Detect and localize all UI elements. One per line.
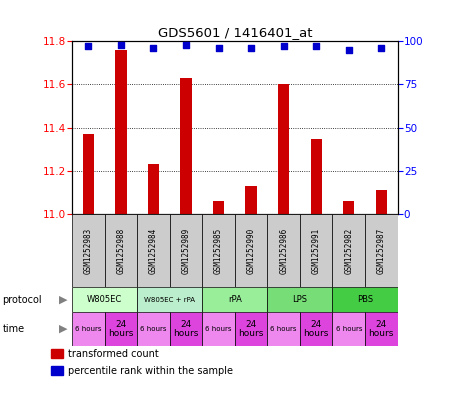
FancyBboxPatch shape	[105, 312, 137, 346]
FancyBboxPatch shape	[202, 287, 267, 312]
Bar	[376, 191, 387, 214]
Text: GSM1252983: GSM1252983	[84, 228, 93, 274]
Bar	[278, 84, 289, 214]
FancyBboxPatch shape	[300, 312, 332, 346]
Point	[85, 43, 92, 50]
Text: LPS: LPS	[292, 295, 307, 304]
Text: 24
hours: 24 hours	[239, 320, 264, 338]
Point	[247, 45, 255, 51]
FancyBboxPatch shape	[332, 214, 365, 287]
FancyBboxPatch shape	[137, 214, 170, 287]
FancyBboxPatch shape	[235, 312, 267, 346]
Text: protocol: protocol	[2, 295, 42, 305]
Text: W805EC: W805EC	[87, 295, 122, 304]
Bar	[148, 164, 159, 214]
Point	[215, 45, 222, 51]
FancyBboxPatch shape	[202, 312, 235, 346]
FancyBboxPatch shape	[267, 287, 332, 312]
Text: GSM1252984: GSM1252984	[149, 228, 158, 274]
Bar	[51, 366, 63, 375]
FancyBboxPatch shape	[72, 287, 137, 312]
FancyBboxPatch shape	[267, 214, 300, 287]
Text: GSM1252985: GSM1252985	[214, 228, 223, 274]
Bar	[115, 50, 126, 214]
FancyBboxPatch shape	[72, 214, 105, 287]
Text: GSM1252986: GSM1252986	[279, 228, 288, 274]
FancyBboxPatch shape	[137, 287, 202, 312]
Text: 6 hours: 6 hours	[271, 326, 297, 332]
Bar	[311, 139, 322, 214]
Text: percentile rank within the sample: percentile rank within the sample	[68, 365, 233, 376]
Bar	[180, 78, 192, 214]
FancyBboxPatch shape	[300, 214, 332, 287]
Text: 6 hours: 6 hours	[75, 326, 101, 332]
FancyBboxPatch shape	[105, 214, 137, 287]
FancyBboxPatch shape	[137, 312, 170, 346]
FancyBboxPatch shape	[365, 312, 398, 346]
Text: time: time	[2, 324, 25, 334]
Bar	[343, 201, 354, 214]
Bar	[83, 134, 94, 214]
FancyBboxPatch shape	[170, 214, 202, 287]
Bar	[213, 201, 224, 214]
Point	[182, 42, 190, 48]
Text: GSM1252987: GSM1252987	[377, 228, 386, 274]
Text: rPA: rPA	[228, 295, 242, 304]
Text: 6 hours: 6 hours	[206, 326, 232, 332]
Text: 6 hours: 6 hours	[140, 326, 166, 332]
Text: 24
hours: 24 hours	[173, 320, 199, 338]
Point	[312, 43, 320, 50]
Bar	[51, 349, 63, 358]
Text: 6 hours: 6 hours	[336, 326, 362, 332]
FancyBboxPatch shape	[332, 287, 398, 312]
Title: GDS5601 / 1416401_at: GDS5601 / 1416401_at	[158, 26, 312, 39]
Bar	[246, 186, 257, 214]
Text: ▶: ▶	[59, 324, 67, 334]
Text: transformed count: transformed count	[68, 349, 159, 359]
Point	[378, 45, 385, 51]
Text: GSM1252990: GSM1252990	[246, 228, 256, 274]
Text: 24
hours: 24 hours	[304, 320, 329, 338]
FancyBboxPatch shape	[332, 312, 365, 346]
Text: GSM1252989: GSM1252989	[181, 228, 191, 274]
FancyBboxPatch shape	[365, 214, 398, 287]
Text: ▶: ▶	[59, 295, 67, 305]
FancyBboxPatch shape	[72, 312, 105, 346]
Point	[345, 47, 352, 53]
Text: 24
hours: 24 hours	[369, 320, 394, 338]
Point	[280, 43, 287, 50]
FancyBboxPatch shape	[170, 312, 202, 346]
FancyBboxPatch shape	[235, 214, 267, 287]
FancyBboxPatch shape	[202, 214, 235, 287]
Point	[117, 42, 125, 48]
Text: PBS: PBS	[357, 295, 373, 304]
FancyBboxPatch shape	[267, 312, 300, 346]
Text: GSM1252988: GSM1252988	[116, 228, 126, 274]
Text: GSM1252982: GSM1252982	[344, 228, 353, 274]
Text: GSM1252991: GSM1252991	[312, 228, 321, 274]
Text: W805EC + rPA: W805EC + rPA	[144, 297, 195, 303]
Point	[150, 45, 157, 51]
Text: 24
hours: 24 hours	[108, 320, 133, 338]
